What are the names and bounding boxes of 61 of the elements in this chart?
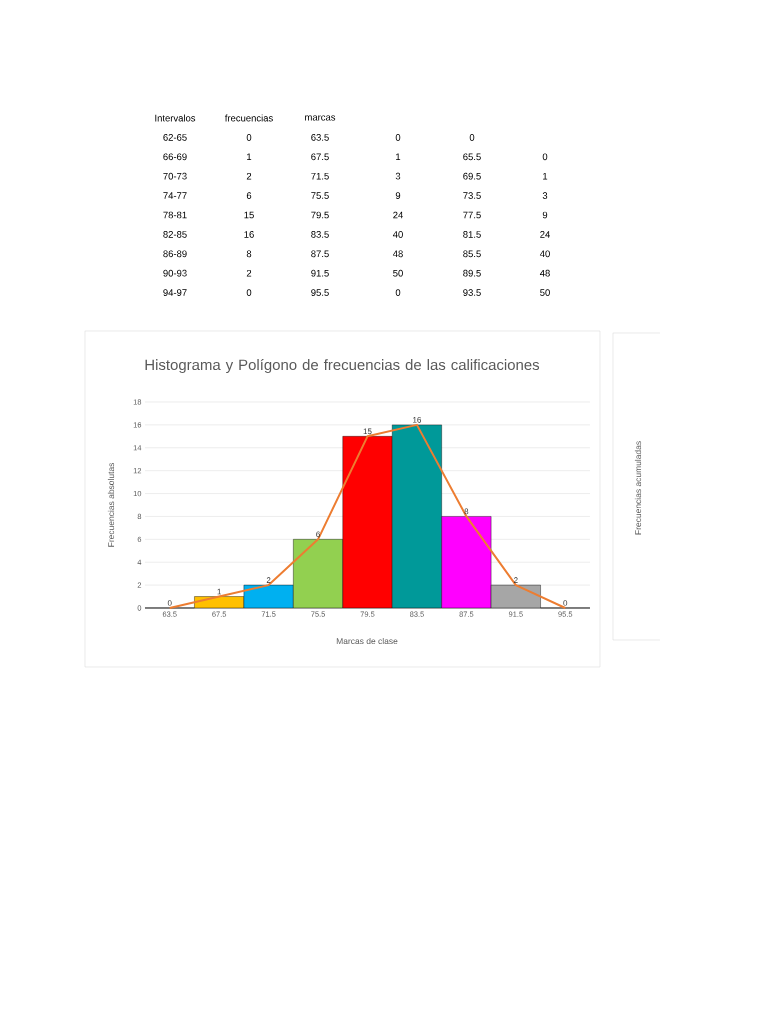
text: 94-97 — [163, 289, 187, 296]
text: 95.5 — [311, 289, 329, 296]
text: 24 — [393, 211, 403, 219]
text: 62-65 — [163, 134, 187, 141]
text: 15 — [244, 211, 254, 219]
text: 8 — [246, 250, 252, 258]
text: frecuencias — [224, 114, 273, 122]
text: 0 — [246, 289, 252, 296]
text: 91.5 — [311, 269, 329, 277]
text: 67.5 — [311, 153, 329, 161]
text: 48 — [392, 250, 403, 258]
text: 82-85 — [163, 231, 187, 238]
text: 63.5 — [311, 134, 329, 141]
text: 2 — [246, 172, 252, 180]
text: 1 — [247, 153, 252, 161]
text: 78-81 — [163, 211, 187, 219]
text: 16 — [244, 231, 254, 238]
text: 70-73 — [163, 172, 187, 180]
text: 83.5 — [311, 231, 329, 238]
text: 0 — [395, 289, 401, 296]
line-series — [168, 423, 567, 609]
text: 2 — [246, 269, 252, 277]
text: 24 — [540, 231, 550, 238]
text: 90-93 — [163, 269, 187, 277]
text: marcas — [305, 115, 336, 121]
text: 40 — [392, 231, 403, 238]
text: Intervalos — [155, 114, 196, 122]
text: 0 — [469, 134, 475, 141]
text: 3 — [542, 192, 548, 199]
text: 75.5 — [311, 192, 329, 199]
text: 0 — [395, 134, 401, 141]
text: 3 — [395, 172, 401, 180]
text: 48 — [539, 269, 550, 277]
text: 1 — [543, 172, 548, 180]
text: 50 — [540, 289, 550, 296]
text: 0 — [246, 134, 252, 141]
text: 87.5 — [311, 250, 329, 258]
text: 71.5 — [311, 172, 329, 180]
text: 74-77 — [163, 192, 187, 199]
text: 65.5 — [463, 153, 481, 161]
text: 89.5 — [463, 269, 481, 277]
text: 77.5 — [463, 211, 481, 219]
text: 66-69 — [163, 153, 187, 161]
y-axis-title: Frecuencias absolutas — [107, 462, 115, 547]
chart-title: Histograma y Polígono de frecuencias de las calificaciones — [145, 358, 540, 374]
text: 73.5 — [463, 192, 481, 199]
text: 93.5 — [463, 289, 481, 296]
text: 1 — [396, 153, 401, 161]
x-axis-title: Marcas de clase — [336, 637, 398, 645]
text: 9 — [395, 192, 401, 199]
text: 9 — [542, 211, 548, 219]
text: 6 — [246, 192, 252, 199]
text: 85.5 — [463, 250, 481, 258]
text: 79.5 — [311, 211, 329, 219]
text: 40 — [539, 250, 550, 258]
text: Frecuencias acumuladas — [634, 441, 642, 535]
text: 81.5 — [463, 231, 481, 238]
text: 0 — [542, 153, 548, 161]
text: 50 — [393, 269, 403, 277]
text: 69.5 — [463, 172, 481, 180]
text: 86-89 — [163, 250, 187, 258]
